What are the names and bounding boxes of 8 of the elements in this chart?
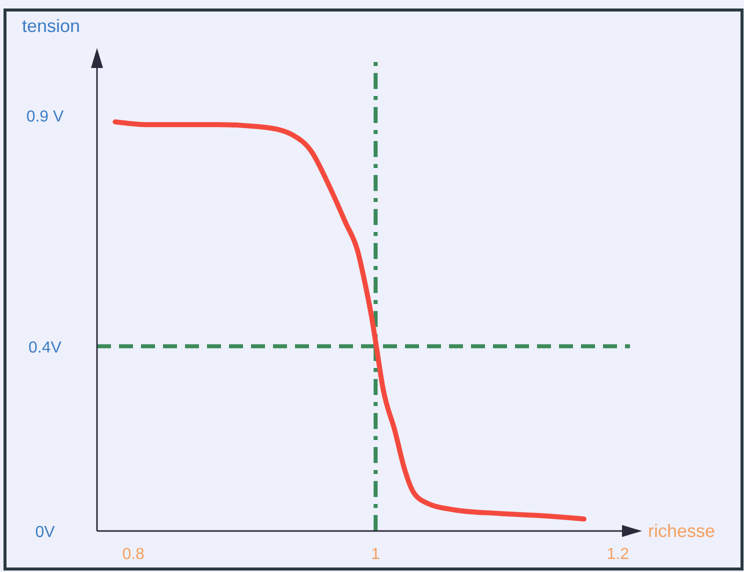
y-axis-title: tension — [22, 16, 80, 36]
y-tick-label: 0.4V — [28, 339, 62, 356]
x-tick-label: 0.8 — [122, 546, 145, 563]
y-tick-label: 0V — [35, 524, 56, 541]
x-tick-label: 1 — [371, 546, 380, 563]
y-tick-label: 0.9 V — [26, 108, 64, 126]
x-axis-title: richesse — [648, 521, 716, 541]
x-tick-label: 1.2 — [606, 546, 630, 563]
